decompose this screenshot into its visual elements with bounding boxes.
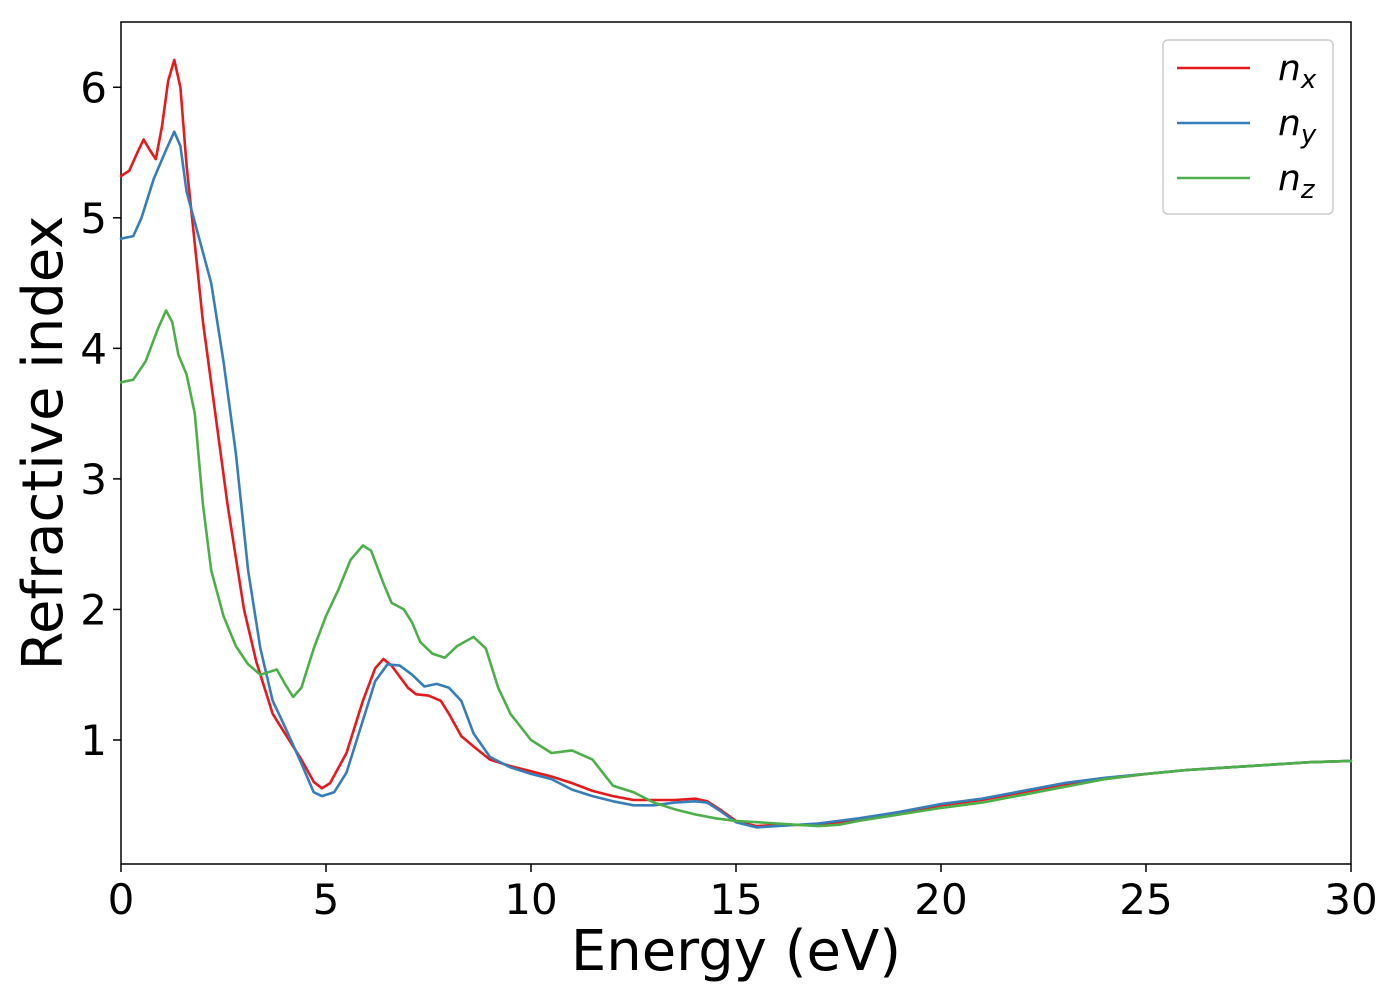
y-tick-label: 6 xyxy=(80,63,107,112)
plot-frame xyxy=(120,21,1352,865)
y-tick-label: 3 xyxy=(80,455,107,504)
series-lines xyxy=(119,58,1353,829)
x-tick-label: 5 xyxy=(313,875,340,924)
y-tick-label: 2 xyxy=(80,585,107,634)
series-line-nz xyxy=(119,309,1353,828)
x-axis-label: Energy (eV) xyxy=(571,919,901,984)
y-tick-label: 1 xyxy=(80,716,107,765)
x-tick-label: 0 xyxy=(108,875,135,924)
series-line-ny xyxy=(119,130,1353,829)
legend-frame xyxy=(1162,39,1334,215)
x-tick-label: 30 xyxy=(1324,875,1377,924)
y-axis-ticks: 1 2 3 4 5 6 xyxy=(80,63,121,765)
y-axis-label: Refractive index xyxy=(11,216,76,671)
x-axis-ticks: 0 5 10 15 20 25 30 xyxy=(108,864,1378,924)
x-tick-label: 25 xyxy=(1119,875,1172,924)
x-tick-label: 10 xyxy=(504,875,557,924)
y-tick-label: 5 xyxy=(80,194,107,243)
y-tick-label: 4 xyxy=(80,324,107,373)
x-tick-label: 20 xyxy=(914,875,967,924)
x-tick-label: 15 xyxy=(709,875,762,924)
